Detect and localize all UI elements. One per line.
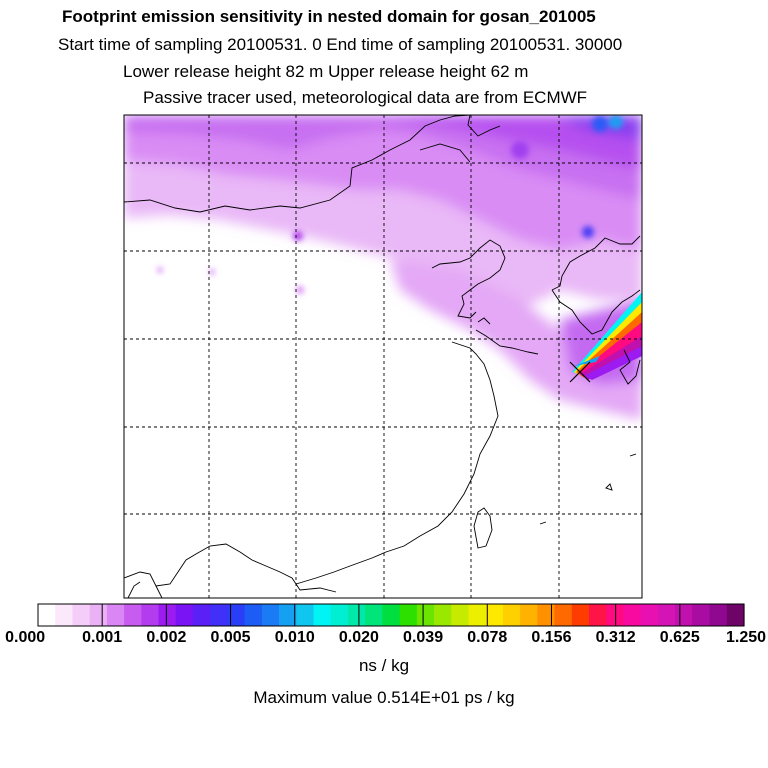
colorbar-swatch [485, 604, 504, 626]
colorbar-swatch [416, 604, 435, 626]
colorbar-swatch [657, 604, 676, 626]
colorbar-swatch [175, 604, 194, 626]
sampling-time-line: Start time of sampling 20100531. 0 End t… [58, 35, 623, 54]
colorbar-swatch [554, 604, 573, 626]
colorbar-swatch [244, 604, 263, 626]
colorbar-swatch [347, 604, 366, 626]
colorbar-swatch [38, 604, 56, 626]
colorbar-swatch [313, 604, 332, 626]
receptor-plume [572, 292, 642, 380]
receptor-x-icon [569, 361, 591, 383]
colorbar-swatch [296, 604, 315, 626]
coastlines [124, 115, 641, 598]
colorbar-tick-label: 0.078 [467, 629, 508, 646]
colorbar-swatch [709, 604, 728, 626]
colorbar-frame [37, 603, 745, 627]
colorbar-swatch [726, 604, 745, 626]
colorbar-swatch [261, 604, 280, 626]
colorbar-tick-label: 0.002 [146, 629, 187, 646]
colorbar-swatch [451, 604, 470, 626]
tracer-info-line: Passive tracer used, meteorological data… [143, 88, 588, 107]
graticule [124, 115, 642, 598]
colorbar-swatch [589, 604, 607, 626]
colorbar-swatch [365, 604, 383, 626]
colorbar-swatch [227, 604, 246, 626]
maximum-value-label: Maximum value 0.514E+01 ps / kg [253, 688, 515, 707]
colorbar-swatch [502, 604, 521, 626]
colorbar-swatch [537, 604, 556, 626]
colorbar-tick-label: 0.039 [403, 629, 444, 646]
colorbar-swatch [692, 604, 711, 626]
colorbar-swatch [520, 604, 538, 626]
colorbar-swatch [106, 604, 125, 626]
colorbar-swatch [158, 604, 177, 626]
colorbar-swatch [571, 604, 590, 626]
colorbar-swatch [279, 604, 297, 626]
colorbar-tick-label: 0.156 [531, 629, 572, 646]
colorbar-swatch [55, 604, 74, 626]
colorbar-swatch [89, 604, 108, 626]
colorbar-tick-label: 0.312 [595, 629, 636, 646]
release-height-line: Lower release height 82 m Upper release … [123, 62, 529, 81]
map-frame [123, 114, 643, 599]
colorbar-swatch [382, 604, 401, 626]
colorbar-swatch [434, 604, 452, 626]
colorbar-tick-label: 1.250 [725, 629, 767, 646]
colorbar-tick-label: 0.000 [5, 629, 46, 646]
colorbar-tick-label: 0.005 [210, 629, 251, 646]
colorbar-swatch [210, 604, 229, 626]
colorbar-tick-label: 0.001 [82, 629, 123, 646]
colorbar-swatch [468, 604, 487, 626]
colorbar-tick-label: 0.020 [338, 629, 379, 646]
colorbar-swatch [192, 604, 211, 626]
plot-title: Footprint emission sensitivity in nested… [62, 7, 596, 26]
colorbar-swatch [72, 604, 91, 626]
colorbar-swatch [675, 604, 693, 626]
colorbar-swatch [623, 604, 642, 626]
colorbar-swatch [141, 604, 160, 626]
colorbar-swatch [330, 604, 349, 626]
colorbar-tick-label: 0.625 [659, 629, 700, 646]
colorbar-swatch [124, 604, 142, 626]
colorbar-units: ns / kg [358, 656, 410, 675]
colorbar-swatch [640, 604, 659, 626]
colorbar-swatch [399, 604, 418, 626]
colorbar [37, 603, 745, 627]
colorbar-tick-label: 0.010 [274, 629, 315, 646]
sensitivity-field [124, 115, 642, 420]
